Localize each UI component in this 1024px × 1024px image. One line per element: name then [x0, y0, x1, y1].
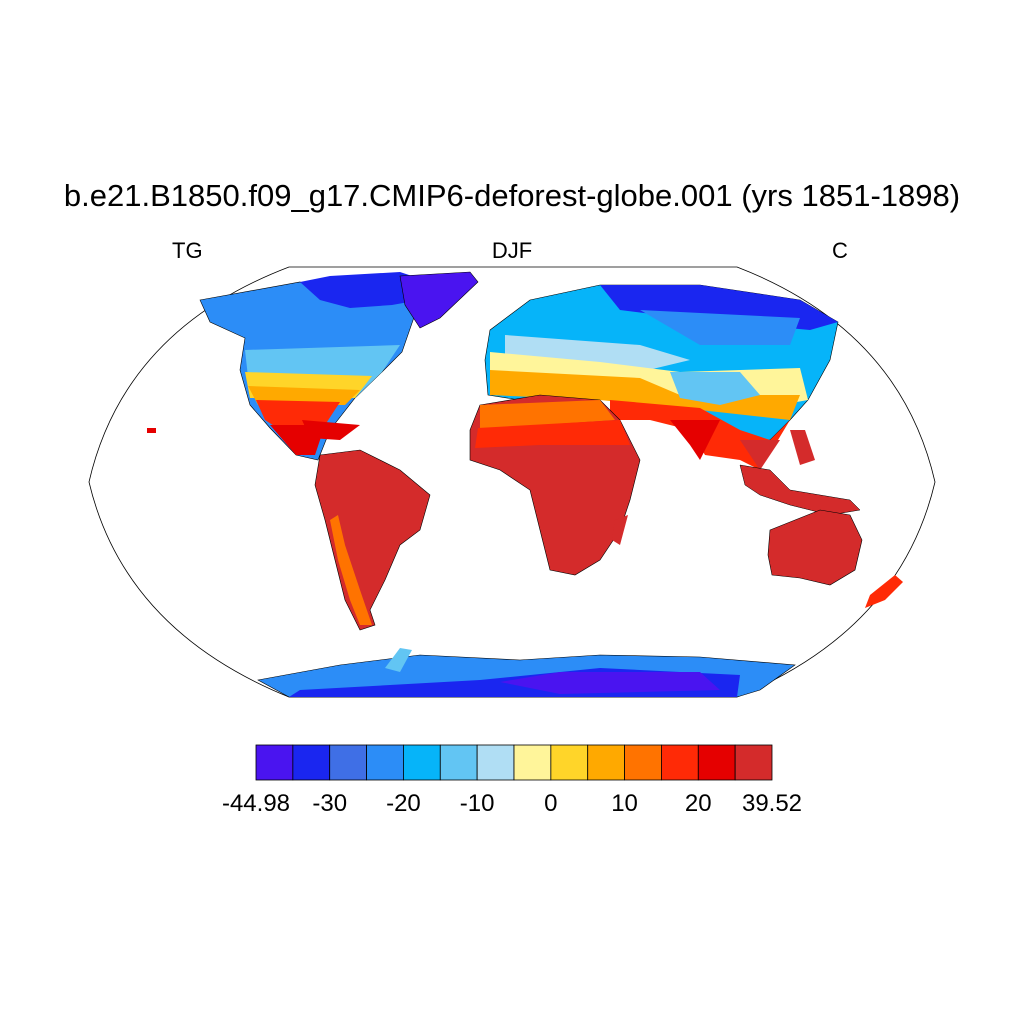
colorbar-swatch [403, 744, 441, 781]
eurasia [484, 284, 839, 470]
colorbar-tick-label: 0 [544, 790, 558, 817]
colorbar-swatch [734, 744, 773, 781]
colorbar-swatch [329, 744, 367, 781]
colorbar-swatch [476, 744, 515, 781]
south-america [314, 449, 431, 631]
greenland [399, 271, 479, 329]
australia [767, 509, 903, 608]
variable-label: TG [172, 238, 203, 263]
colorbar-tick-label: 20 [684, 790, 712, 817]
colorbar-swatch [661, 744, 699, 781]
africa [469, 394, 641, 576]
colorbar-tick-label: -10 [459, 790, 495, 817]
colorbar-tick-label: 10 [611, 790, 638, 817]
colorbar-swatch [513, 744, 552, 781]
colorbar-swatch [697, 744, 736, 781]
southeast-asia [739, 430, 861, 516]
colorbar-swatch [292, 744, 331, 781]
units-label: C [832, 238, 848, 263]
plot-title: b.e21.B1850.f09_g17.CMIP6-deforest-globe… [63, 178, 961, 213]
colorbar-swatch [624, 744, 662, 781]
north-america [147, 272, 430, 461]
colorbar-swatch [587, 744, 625, 781]
colorbar-swatch [255, 744, 294, 781]
colorbar-swatch [366, 744, 404, 781]
colorbar-swatch [550, 744, 589, 781]
antarctica [257, 648, 796, 698]
colorbar-tick-label: 39.52 [741, 790, 803, 817]
season-label: DJF [491, 238, 533, 263]
colorbar-tick-label: -20 [386, 790, 421, 817]
colorbar-swatch [439, 744, 478, 781]
colorbar-tick-label: -44.98 [221, 790, 291, 817]
colorbar-tick-label: -30 [312, 790, 348, 817]
